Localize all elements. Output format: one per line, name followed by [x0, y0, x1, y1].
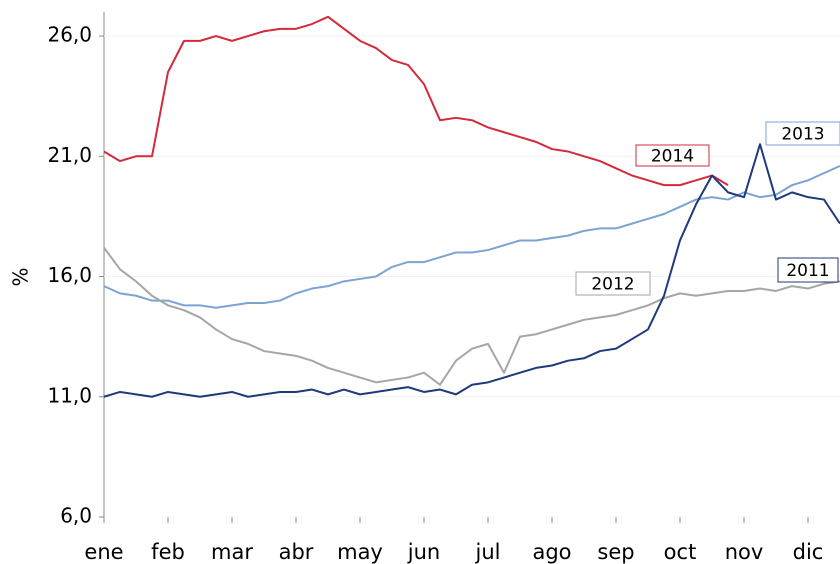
y-axis-label: %	[9, 267, 33, 286]
y-tick-label: 26,0	[47, 23, 92, 47]
series-label: 2011	[786, 261, 829, 281]
x-tick-label: may	[337, 540, 383, 564]
x-tick-label: dic	[793, 540, 824, 564]
x-tick-label: jun	[407, 540, 440, 564]
x-tick-label: sep	[597, 540, 634, 564]
y-tick-label: 11,0	[47, 383, 92, 407]
y-tick-label: 21,0	[47, 143, 92, 167]
x-tick-label: jul	[475, 540, 501, 564]
x-tick-label: ene	[84, 540, 123, 564]
series-label: 2012	[591, 275, 634, 295]
x-tick-label: nov	[725, 540, 764, 564]
series-line	[103, 15, 729, 187]
series-label-box	[777, 257, 839, 283]
series-label-box	[765, 121, 840, 146]
series-label: 2014	[651, 147, 694, 167]
series-label-box	[635, 144, 710, 167]
series-label: 2013	[781, 125, 824, 145]
x-tick-label: abr	[279, 540, 314, 564]
x-tick-label: ago	[532, 540, 571, 564]
series-line	[103, 143, 840, 398]
series-label-box	[575, 271, 651, 296]
x-tick-label: feb	[151, 540, 185, 564]
series-line	[103, 164, 840, 309]
y-tick-label: 6,0	[60, 504, 92, 528]
x-tick-label: oct	[664, 540, 697, 564]
series-line	[103, 247, 840, 386]
x-tick-label: mar	[211, 540, 253, 564]
y-tick-label: 16,0	[47, 263, 92, 287]
